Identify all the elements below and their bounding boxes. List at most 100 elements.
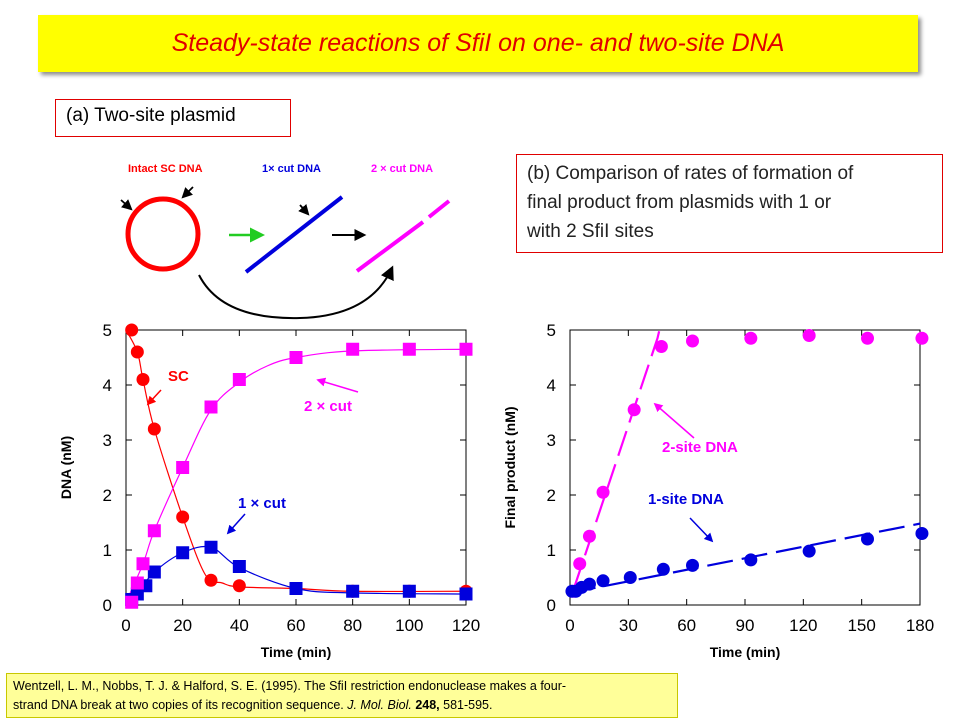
data-point xyxy=(147,565,161,579)
data-point xyxy=(744,331,758,345)
data-point xyxy=(402,584,416,598)
data-point xyxy=(147,524,161,538)
series-label: SC xyxy=(168,368,189,385)
reference-pages: 581-595. xyxy=(439,698,493,712)
sc-dna-circle xyxy=(125,196,201,272)
series-label: 2 × cut xyxy=(304,398,352,415)
data-point xyxy=(802,544,816,558)
data-point xyxy=(346,584,360,598)
x-tick-label: 0 xyxy=(565,616,574,635)
data-point xyxy=(130,345,144,359)
x-tick-label: 80 xyxy=(343,616,362,635)
y-tick-label: 3 xyxy=(547,431,556,450)
data-point xyxy=(130,576,144,590)
data-point xyxy=(573,557,587,571)
data-point xyxy=(627,403,641,417)
panel-b-line: with 2 SfiI sites xyxy=(527,221,654,242)
reference-text: strand DNA break at two copies of its re… xyxy=(13,698,348,712)
y-tick-label: 3 xyxy=(103,431,112,450)
data-point xyxy=(204,573,218,587)
fit-dashed-line xyxy=(572,330,661,589)
data-point xyxy=(459,342,473,356)
data-point xyxy=(623,571,637,584)
two-cut-label: 2 × cut DNA xyxy=(371,163,433,175)
data-point xyxy=(125,323,139,337)
data-point xyxy=(596,574,610,588)
x-tick-label: 100 xyxy=(395,616,423,635)
data-point xyxy=(204,540,218,554)
y-axis-label: DNA (nM) xyxy=(58,436,74,499)
y-axis-label: Final product (nM) xyxy=(502,406,518,528)
cut-site-arrow xyxy=(120,199,133,211)
data-point xyxy=(582,529,596,543)
y-tick-label: 1 xyxy=(547,541,556,560)
y-tick-label: 2 xyxy=(103,486,112,505)
data-point xyxy=(915,331,929,345)
reference-journal: J. Mol. Biol. xyxy=(347,698,412,712)
data-point xyxy=(232,560,246,573)
curved-arrow xyxy=(198,265,394,320)
x-tick-label: 60 xyxy=(287,616,306,635)
data-point xyxy=(686,334,699,348)
data-point xyxy=(232,373,246,386)
y-tick-label: 2 xyxy=(547,486,556,505)
data-point xyxy=(744,553,758,567)
data-point xyxy=(402,342,416,356)
data-point xyxy=(176,546,190,560)
fragment-line xyxy=(355,220,425,273)
data-point xyxy=(136,557,150,571)
data-point xyxy=(686,558,699,572)
x-tick-label: 120 xyxy=(789,616,817,635)
series-label-arrow xyxy=(146,389,162,406)
data-point xyxy=(176,510,190,524)
data-point xyxy=(289,351,303,364)
data-point xyxy=(459,587,473,601)
data-point xyxy=(232,579,246,593)
intact-sc-label: Intact SC DNA xyxy=(128,163,203,175)
x-axis-label: Time (min) xyxy=(261,644,332,660)
series-label: 1 × cut xyxy=(238,495,286,512)
data-point xyxy=(136,373,150,386)
data-point xyxy=(802,329,816,342)
x-tick-label: 40 xyxy=(230,616,249,635)
data-point xyxy=(125,595,139,609)
data-point xyxy=(204,400,218,414)
title-banner: Steady-state reactions of SfiI on one- a… xyxy=(38,15,918,72)
data-point xyxy=(656,562,670,576)
data-point xyxy=(861,331,874,345)
data-point xyxy=(654,340,668,353)
reference-volume: 248, xyxy=(415,698,440,712)
x-axis-label: Time (min) xyxy=(710,644,781,660)
reference-line: Wentzell, L. M., Nobbs, T. J. & Halford,… xyxy=(13,679,567,693)
fit-lines xyxy=(570,330,920,594)
page-title: Steady-state reactions of SfiI on one- a… xyxy=(171,29,785,57)
y-tick-label: 0 xyxy=(103,596,112,615)
panel-b-line: (b) Comparison of rates of formation of xyxy=(527,163,854,184)
data-point xyxy=(346,342,360,356)
series-label: 1-site DNA xyxy=(648,491,724,508)
data-point xyxy=(596,485,610,499)
linear-dna-line xyxy=(244,195,344,274)
x-tick-label: 120 xyxy=(452,616,480,635)
x-tick-label: 90 xyxy=(736,616,755,635)
data-point xyxy=(861,532,874,546)
data-point xyxy=(289,582,303,595)
fit-curve xyxy=(126,330,466,593)
cut-site-arrow xyxy=(181,186,194,199)
panel-b-line: final product from plasmids with 1 or xyxy=(527,192,832,213)
x-tick-label: 150 xyxy=(847,616,875,635)
y-tick-label: 4 xyxy=(547,376,556,395)
x-tick-label: 180 xyxy=(906,616,934,635)
x-tick-label: 0 xyxy=(121,616,130,635)
y-tick-label: 5 xyxy=(547,321,556,340)
series-label-arrow xyxy=(226,513,246,535)
series-label-arrow xyxy=(653,402,695,439)
data-point xyxy=(582,577,596,591)
series-label-arrow xyxy=(316,377,359,393)
x-tick-label: 30 xyxy=(619,616,638,635)
data-point xyxy=(147,422,161,436)
reference-box: Wentzell, L. M., Nobbs, T. J. & Halford,… xyxy=(6,673,678,718)
